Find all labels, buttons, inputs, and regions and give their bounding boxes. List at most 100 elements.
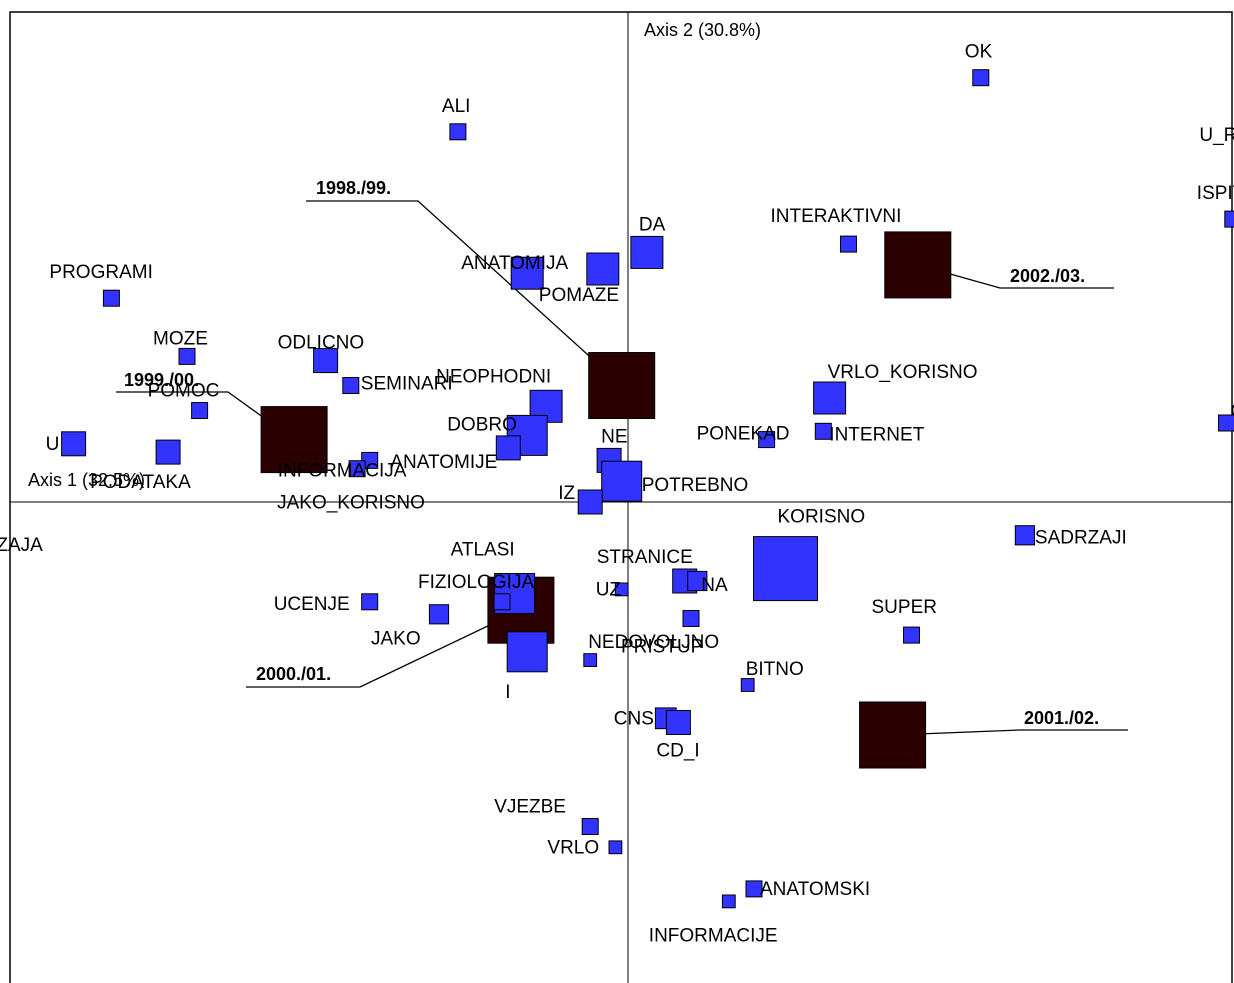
word-marker-da bbox=[630, 235, 664, 269]
word-label-ponekad: PONEKAD bbox=[697, 424, 790, 445]
word-label-na: NA bbox=[701, 575, 728, 596]
word-marker-vrlo bbox=[608, 840, 623, 855]
word-label-pristup: PRISTUP bbox=[621, 637, 703, 658]
word-label-vrlo: VRLO bbox=[547, 837, 599, 858]
word-label-obavijesti: OBAVIJESTI bbox=[1231, 401, 1234, 422]
word-label-korisno: KORISNO bbox=[778, 507, 866, 528]
year-marker-2001-02 bbox=[859, 701, 927, 769]
year-leader-2001-02 bbox=[892, 729, 1128, 736]
word-label-anatomija: ANATOMIJA bbox=[461, 253, 568, 274]
word-label-interaktivni: INTERAKTIVNI bbox=[771, 206, 902, 227]
word-label-cd-i: CD_I bbox=[656, 741, 699, 762]
word-marker-anatomija bbox=[510, 256, 544, 290]
word-label-ne: NE bbox=[601, 426, 627, 447]
word-label-vrlo-korisno: VRLO_KORISNO bbox=[828, 362, 978, 383]
word-label-pomoc: POMOC bbox=[148, 381, 220, 402]
y-axis-label: Axis 2 (30.8%) bbox=[644, 20, 761, 40]
word-marker-anatomije bbox=[495, 435, 521, 461]
word-marker-i bbox=[506, 631, 548, 673]
word-label-u: U bbox=[46, 434, 60, 455]
word-label-ispita: ISPITA bbox=[1197, 183, 1234, 204]
word-marker-bitno bbox=[740, 678, 755, 692]
year-label-1999-00: 1999./00. bbox=[124, 370, 199, 390]
word-label-nedovoljno: NEDOVOLJNO bbox=[588, 632, 719, 653]
word-label-anatomije: ANATOMIJE bbox=[390, 452, 497, 473]
word-label-seminari: SEMINARI bbox=[361, 374, 453, 395]
word-marker-ucenje bbox=[361, 593, 379, 611]
word-marker-vrlo-korisno bbox=[813, 381, 847, 415]
word-label-iz: IZ bbox=[558, 483, 575, 504]
year-label-2002-03: 2002./03. bbox=[1010, 266, 1085, 286]
word-marker-interaktivni bbox=[840, 235, 857, 253]
word-label-sadrzaji: SADRZAJI bbox=[1035, 527, 1127, 548]
word-marker-na bbox=[687, 570, 708, 592]
word-marker-podataka bbox=[155, 439, 181, 465]
year-marker-2002-03 bbox=[884, 231, 952, 299]
word-marker-potrebno bbox=[601, 460, 643, 502]
word-label-moze: MOZE bbox=[153, 328, 208, 349]
point-labels: OK U_REDU ISPITA ALI INTERAKTIVNI DA ANATOMIJA… bbox=[0, 42, 1234, 947]
word-marker-u bbox=[61, 431, 87, 457]
word-label-ok: OK bbox=[965, 42, 993, 63]
word-label-super: SUPER bbox=[872, 597, 937, 618]
word-label-uz: UZ bbox=[596, 579, 622, 600]
word-marker-obavijesti bbox=[1218, 414, 1234, 432]
word-label-ucenje: UCENJE bbox=[274, 594, 350, 615]
word-label-informacije: INFORMACIJE bbox=[649, 925, 778, 946]
word-label-jako-korisno: JAKO_KORISNO bbox=[277, 493, 425, 514]
word-marker-ponekad bbox=[758, 431, 776, 449]
word-marker-korisno bbox=[753, 536, 818, 602]
year-leader-1998-99 bbox=[306, 200, 623, 386]
word-label-vjezbe: VJEZBE bbox=[494, 797, 566, 818]
word-points bbox=[61, 69, 1234, 909]
word-label-anatomski: ANATOMSKI bbox=[760, 879, 870, 900]
word-label-fiziologija: FIZIOLOGIJA bbox=[418, 572, 534, 593]
word-marker-pomaze bbox=[586, 252, 620, 286]
word-label-stranice: STRANICE bbox=[597, 547, 693, 568]
year-leader-2000-01 bbox=[246, 609, 522, 688]
word-label-bitno: BITNO bbox=[746, 659, 804, 680]
word-label-programi: PROGRAMI bbox=[49, 262, 152, 283]
word-marker-programi bbox=[102, 289, 120, 307]
word-label-jako: JAKO bbox=[371, 628, 421, 649]
word-marker-internet bbox=[814, 422, 832, 440]
word-label-odlicno: ODLICNO bbox=[278, 333, 365, 354]
word-marker-cd-i bbox=[665, 710, 691, 735]
word-label-potrebno: POTREBNO bbox=[642, 475, 749, 496]
word-marker-nedovoljno bbox=[583, 653, 598, 668]
word-marker-pomoc bbox=[191, 402, 209, 419]
word-label-pomaze: POMAZE bbox=[539, 285, 619, 306]
year-label-2001-02: 2001./02. bbox=[1024, 708, 1099, 728]
year-label-1998-99: 1998./99. bbox=[316, 178, 391, 198]
word-label-u-redu: U_REDU bbox=[1199, 125, 1234, 146]
word-label-sadrzaja: SADRZAJA bbox=[0, 535, 43, 556]
word-marker-iz bbox=[577, 489, 603, 515]
word-label-podataka: PODATAKA bbox=[90, 472, 191, 493]
word-label-i: I bbox=[505, 682, 510, 703]
year-label-2000-01: 2000./01. bbox=[256, 664, 331, 684]
word-label-ali: ALI bbox=[442, 96, 471, 117]
word-label-informacija: INFORMACIJA bbox=[278, 460, 407, 481]
word-marker-fiziologija bbox=[493, 593, 511, 611]
word-marker-informacije bbox=[721, 894, 736, 909]
word-marker-moze bbox=[178, 347, 196, 365]
word-marker-anatomski bbox=[745, 880, 763, 898]
word-label-dobro: DOBRO bbox=[447, 414, 517, 435]
word-marker-uz bbox=[614, 582, 629, 597]
word-marker-super bbox=[903, 626, 920, 644]
word-marker-vjezbe bbox=[581, 818, 599, 835]
word-marker-ok bbox=[972, 69, 990, 87]
year-marker-1999-00 bbox=[260, 406, 328, 474]
word-marker-jako bbox=[428, 604, 450, 625]
word-label-neophodni: NEOPHODNI bbox=[436, 366, 551, 387]
year-marker-1998-99 bbox=[588, 352, 656, 419]
word-marker-jako-korisno bbox=[348, 460, 366, 478]
word-label-internet: INTERNET bbox=[829, 424, 924, 445]
word-marker-ali bbox=[449, 123, 467, 141]
word-label-cns: CNS bbox=[614, 708, 654, 729]
word-marker-sadrzaji bbox=[1014, 525, 1035, 546]
word-marker-seminari bbox=[342, 377, 360, 394]
word-marker-pristup bbox=[682, 610, 700, 627]
word-label-atlasi: ATLASI bbox=[451, 540, 515, 561]
